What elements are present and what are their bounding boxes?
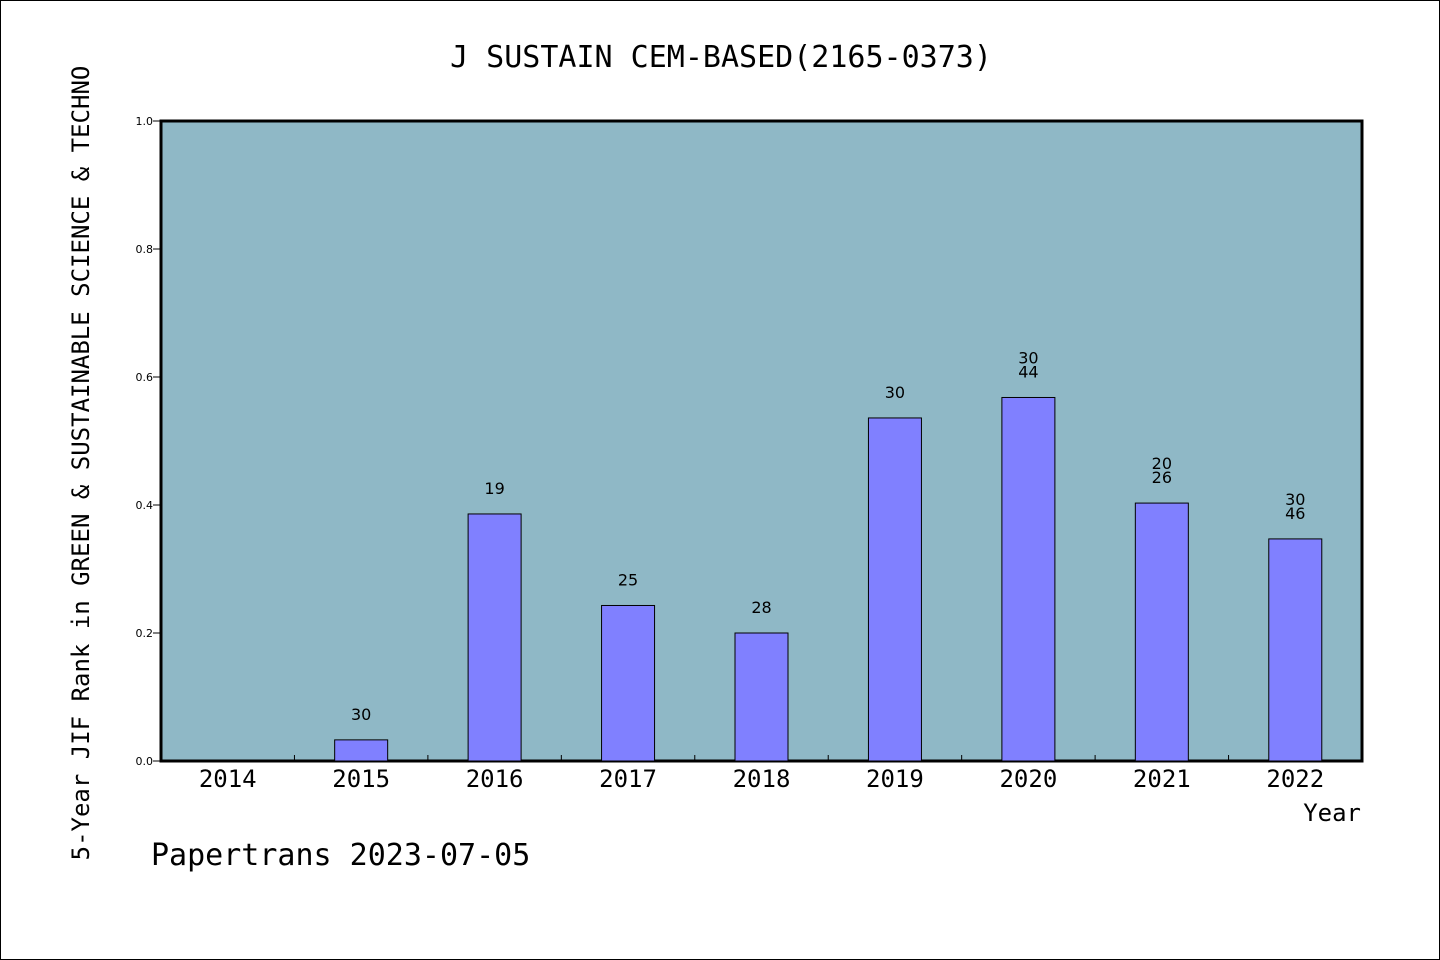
chart-marks: 0.0 0.2 0.4 0.6 0.8 1.0 2014 30 2015 19 2016 25 2017… (136, 115, 1325, 793)
x-axis-label: Year (1303, 799, 1361, 827)
x-tick-label: 2020 (999, 765, 1057, 793)
chart-title: J SUSTAIN CEM-BASED(2165-0373) (450, 40, 992, 75)
x-tick-label: 2016 (466, 765, 524, 793)
y-tick-label: 0.6 (136, 371, 154, 384)
x-tick-label: 2021 (1133, 765, 1191, 793)
bar-data-label: 20 (1152, 454, 1172, 473)
bar-data-label: 44 (1018, 362, 1038, 381)
bar (334, 739, 389, 762)
bar-data-label: 19 (484, 479, 504, 498)
bar (601, 604, 656, 762)
x-tick-label: 2017 (599, 765, 657, 793)
y-tick-label: 0.0 (136, 755, 154, 768)
bar-data-label: 26 (1152, 468, 1172, 487)
y-tick-label: 0.2 (136, 627, 154, 640)
bar-data-label: 30 (1018, 348, 1038, 367)
bar (467, 513, 522, 762)
bar (734, 632, 789, 762)
x-tick-label: 2018 (733, 765, 791, 793)
bar (867, 417, 922, 762)
x-tick-label: 2019 (866, 765, 924, 793)
bar-data-label: 30 (1285, 490, 1305, 509)
footer-text: Papertrans 2023-07-05 (151, 838, 530, 873)
bar (1268, 538, 1323, 762)
bar (1001, 396, 1056, 762)
bar-data-label: 28 (751, 598, 771, 617)
x-tick-label: 2014 (199, 765, 257, 793)
y-axis-label: 5-Year JIF Rank in GREEN & SUSTAINABLE S… (67, 66, 95, 861)
x-tick-label: 2015 (332, 765, 390, 793)
bar-data-label: 46 (1285, 504, 1305, 523)
y-tick-label: 1.0 (136, 115, 154, 128)
bar-data-label: 30 (351, 705, 371, 724)
bar-data-label: 25 (618, 570, 638, 589)
y-tick-label: 0.8 (136, 243, 154, 256)
bar-data-label: 30 (885, 383, 905, 402)
bar (1134, 502, 1189, 762)
x-tick-label: 2022 (1266, 765, 1324, 793)
y-tick-label: 0.4 (136, 499, 154, 512)
